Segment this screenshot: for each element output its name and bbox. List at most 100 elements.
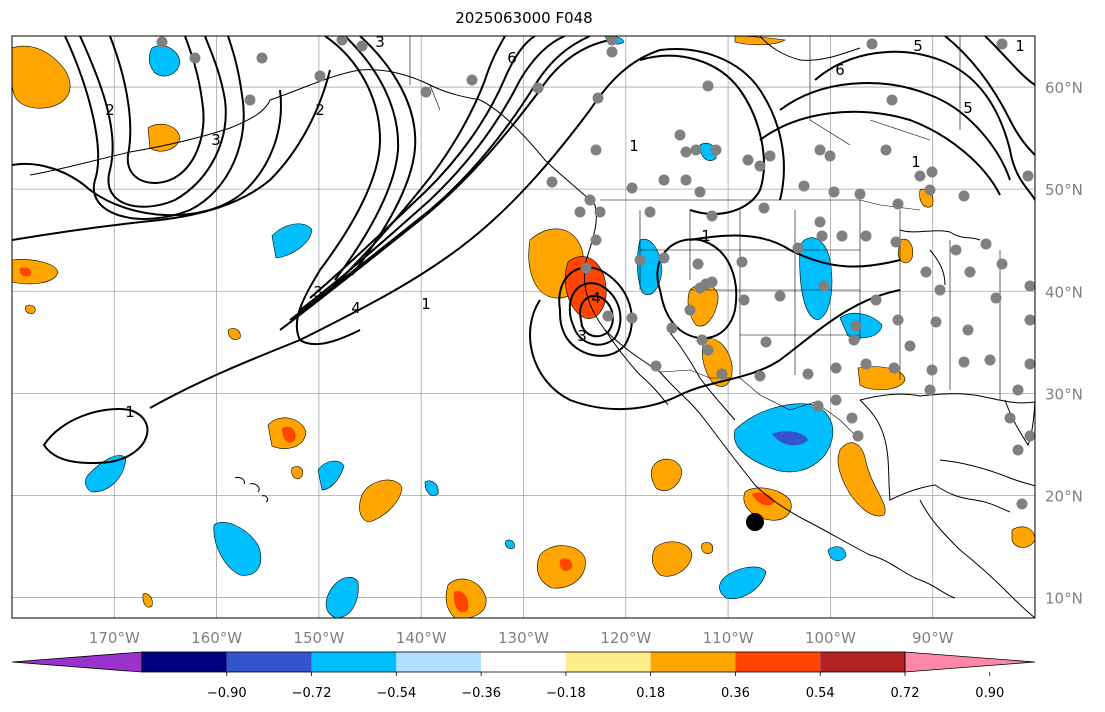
negative-anomaly-region [325,576,359,618]
station-dot [818,280,830,292]
positive-anomaly-region [359,479,403,523]
positive-anomaly-region [453,590,469,613]
station-dot [926,364,938,376]
station-dot [626,182,638,194]
contour-line [12,69,331,241]
station-dot [692,258,704,270]
station-dot [244,94,256,106]
positive-anomaly-region [25,304,36,314]
station-dot [754,160,766,172]
station-dot [958,190,970,202]
station-dot [706,210,718,222]
contour-line [814,50,1035,201]
station-dot [336,36,348,46]
station-dot [256,52,268,64]
negative-anomaly-region [424,480,439,496]
station-dot [696,334,708,346]
colorbar-segment [735,652,821,672]
positive-anomaly-region [752,492,775,506]
colorbar-tick-label: 0.90 [975,686,1004,701]
station-dot [814,144,826,156]
aleutians [29,99,271,176]
station-dot [584,194,596,206]
station-dot [888,362,900,374]
station-dot [1024,280,1035,292]
colorbar: −0.90 −0.72 −0.54 −0.36 −0.18 0.18 0.36 0.54 0.7… [11,651,1036,701]
station-dot [852,430,864,442]
station-dot [812,400,824,412]
station-dot [1022,170,1034,182]
station-dot [356,40,368,52]
station-dot [532,82,544,94]
border-line [809,36,961,146]
station-dot [924,184,936,196]
alaska-coast [269,69,481,101]
station-dot [706,276,718,288]
station-dot [830,394,842,406]
station-dot [920,266,932,278]
station-dot [736,256,748,268]
hawaii [234,477,269,503]
political-borders [409,36,1001,441]
longitude-label: 100°W [805,629,856,647]
negative-anomaly-region [271,223,313,259]
contour-label: 1 [421,295,431,313]
station-dot [658,174,670,186]
contour-label: 1 [125,403,135,421]
station-dot [996,38,1008,50]
station-dot [420,86,432,98]
latitude-labels: 60°N 50°N 40°N 30°N 20°N 10°N [1045,79,1083,608]
station-dot [644,206,656,218]
contour-label: 1 [1015,37,1025,55]
contour-line [12,89,282,217]
contour-line [984,36,1035,86]
station-dot [904,340,916,352]
station-dot [742,154,754,166]
station-dot [984,354,996,366]
station-dot [828,186,840,198]
station-dot [680,146,692,158]
station-dot [892,198,904,210]
contour-line [289,36,591,321]
station-dot [314,70,326,82]
station-dot [798,180,810,192]
border-line [659,369,861,441]
negative-anomaly-region [317,460,345,491]
station-dot [580,262,592,274]
latitude-label: 40°N [1045,283,1083,301]
station-dot [602,310,614,322]
station-dot [758,202,770,214]
colorbar-tick-label: 0.18 [636,686,665,701]
station-dot [574,206,586,218]
contour-line [42,408,149,465]
station-dot [1012,444,1024,456]
contour-label: 2 [315,101,325,119]
station-dot [549,25,560,36]
station-dot [684,304,696,316]
station-dot [466,74,478,86]
positive-anomaly-region [559,558,573,571]
contour-line [944,36,1035,156]
latitude-label: 10°N [1045,590,1083,608]
contour-line [351,36,417,276]
station-dot [870,294,882,306]
great-lakes [899,229,981,286]
station-dot [830,362,842,374]
border-line [640,210,1001,400]
station-dot [754,370,766,382]
contour-label: 3 [375,33,385,51]
positive-anomaly-region [837,442,886,517]
contour-line [295,36,382,346]
colorbar-tick-label: 0.36 [721,686,750,701]
station-dot [1012,384,1024,396]
contour-label: 5 [963,99,973,117]
negative-anomaly-region [719,566,767,600]
station-dot [950,244,962,256]
station-dot [716,368,728,380]
contour-line [689,234,901,268]
latitude-label: 60°N [1045,79,1083,97]
positive-anomaly-region [734,36,786,46]
station-dot [764,150,776,162]
negative-anomaly-region [636,238,663,296]
station-dot [666,322,678,334]
